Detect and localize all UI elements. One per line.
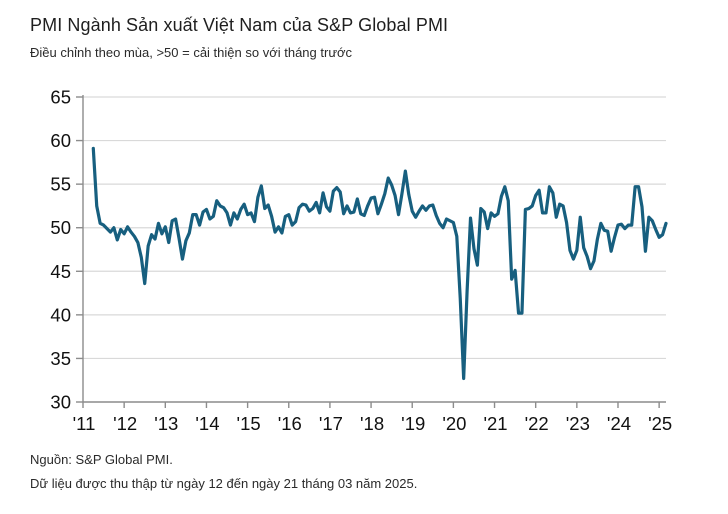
y-tick-label: 30 (50, 392, 71, 413)
x-tick-label: '19 (401, 413, 425, 434)
y-tick-label: 60 (50, 130, 71, 151)
y-tick-label: 35 (50, 348, 71, 369)
x-tick-label: '22 (525, 413, 549, 434)
y-tick-label: 40 (50, 304, 71, 325)
collection-note: Dữ liệu được thu thập từ ngày 12 đến ngà… (30, 476, 418, 491)
x-tick-label: '24 (607, 413, 631, 434)
x-tick-label: '25 (648, 413, 672, 434)
chart-title: PMI Ngành Sản xuất Việt Nam của S&P Glob… (30, 15, 449, 35)
x-tick-label: '18 (360, 413, 384, 434)
x-tick-label: '20 (442, 413, 466, 434)
pmi-series-line (91, 146, 668, 381)
source-note: Nguồn: S&P Global PMI. (30, 452, 173, 467)
chart-subtitle: Điều chỉnh theo mùa, >50 = cải thiện so … (30, 45, 353, 60)
x-tick-label: '12 (113, 413, 137, 434)
x-tick-label: '17 (319, 413, 343, 434)
x-tick-label: '11 (73, 413, 96, 434)
x-tick-label: '23 (566, 413, 590, 434)
x-tick-label: '13 (154, 413, 178, 434)
x-tick-label: '15 (237, 413, 261, 434)
y-tick-label: 55 (50, 174, 71, 195)
y-tick-label: 65 (50, 87, 71, 108)
x-tick-label: '16 (278, 413, 302, 434)
y-tick-label: 50 (50, 217, 71, 238)
x-tick-label: '21 (483, 413, 507, 434)
y-tick-label: 45 (50, 261, 71, 282)
x-tick-label: '14 (195, 413, 219, 434)
